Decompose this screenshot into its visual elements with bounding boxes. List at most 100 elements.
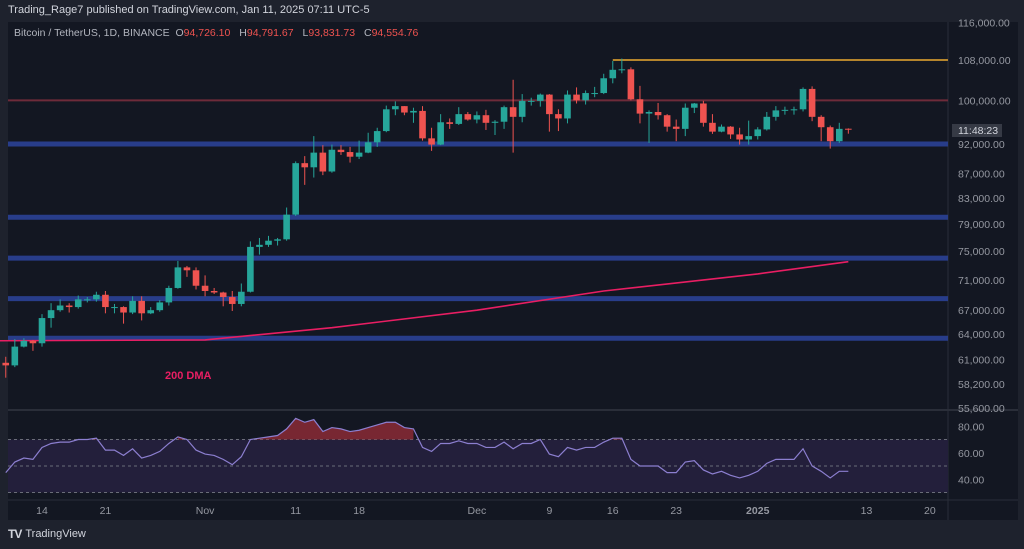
price-tick-label: 58,200.00 <box>958 379 1005 391</box>
candle <box>319 145 327 176</box>
candle <box>138 296 145 321</box>
candle-body <box>219 292 227 298</box>
candle-body <box>591 93 598 95</box>
candle-body <box>618 69 626 71</box>
brand-name: TradingView <box>25 528 86 540</box>
candle <box>183 265 191 277</box>
candle-body <box>84 299 91 301</box>
candle <box>663 114 671 132</box>
price-tick-label: 116,000.00 <box>958 18 1010 30</box>
candle <box>410 107 417 123</box>
candle <box>527 97 535 106</box>
candle-body <box>446 122 453 124</box>
candle <box>238 283 245 307</box>
candle-body <box>410 110 417 113</box>
candle-body <box>781 109 789 111</box>
candle <box>29 339 37 351</box>
candle-body <box>799 88 807 110</box>
candle <box>419 106 426 141</box>
candle-body <box>328 149 336 172</box>
price-tick-label: 61,000.00 <box>958 354 1005 366</box>
candle <box>102 290 109 314</box>
high-label: H <box>239 27 247 39</box>
time-tick-label: 16 <box>607 505 619 517</box>
candle-body <box>437 122 444 145</box>
candle <box>482 109 490 130</box>
candle <box>355 140 363 160</box>
candle-body <box>183 267 191 271</box>
candle <box>210 287 218 295</box>
candle <box>745 120 752 145</box>
candle-body <box>573 94 580 101</box>
tradingview-logo[interactable]: TV <box>8 527 22 541</box>
rsi-overbought-fill <box>250 418 414 440</box>
candle-body <box>38 318 46 344</box>
candle <box>464 111 472 121</box>
price-tick-label: 64,000.00 <box>958 329 1005 341</box>
candle-body <box>772 110 780 117</box>
candle <box>754 127 762 140</box>
candle <box>111 303 118 314</box>
publisher-line: Trading_Rage7 published on TradingView.c… <box>8 4 370 16</box>
candle-body <box>681 107 689 129</box>
candle-body <box>238 291 245 304</box>
candle <box>47 303 55 328</box>
ma-200-label: 200 DMA <box>165 370 212 382</box>
candle <box>718 124 725 133</box>
candle <box>373 127 381 147</box>
candle-body <box>102 294 109 308</box>
footer: TV TradingView <box>8 527 86 541</box>
candle-body <box>247 246 254 292</box>
candle <box>835 122 843 143</box>
candle <box>310 136 318 178</box>
candle <box>247 241 254 293</box>
time-tick-label: 9 <box>546 505 552 517</box>
candle <box>56 299 64 312</box>
candle <box>709 114 716 134</box>
candle-body <box>790 109 798 111</box>
candle <box>265 235 272 247</box>
high-value: 94,791.67 <box>246 27 294 39</box>
candle <box>156 300 164 312</box>
candle-body <box>817 116 825 128</box>
price-tick-label: 75,000.00 <box>958 246 1005 258</box>
candle-body <box>428 138 435 145</box>
candle-body <box>111 307 118 309</box>
candle <box>564 90 571 124</box>
candle <box>346 146 354 163</box>
candle <box>65 303 73 313</box>
candle-body <box>147 310 155 314</box>
candle-body <box>274 239 281 241</box>
time-tick-label: 18 <box>353 505 365 517</box>
candle <box>573 87 580 104</box>
candle <box>437 114 444 146</box>
candle-body <box>228 297 236 304</box>
candle <box>555 109 562 132</box>
candle-body <box>74 299 82 308</box>
candle <box>74 295 82 309</box>
symbol-name: Bitcoin / TetherUS, 1D, BINANCE <box>14 27 170 39</box>
candle-body <box>47 310 55 319</box>
price-tick-label: 108,000.00 <box>958 55 1011 67</box>
time-tick-label: 20 <box>924 505 936 517</box>
candle-body <box>364 142 372 153</box>
candle <box>228 290 236 311</box>
candle <box>817 115 825 142</box>
candle-body <box>826 127 834 142</box>
candle-body <box>482 115 490 123</box>
candle-body <box>582 93 589 101</box>
candle-body <box>11 346 19 366</box>
rsi-tick-label: 80.00 <box>958 421 984 433</box>
time-tick-label: 11 <box>290 505 301 517</box>
candle <box>582 90 589 105</box>
candle-body <box>600 78 608 94</box>
rsi-tick-label: 40.00 <box>958 474 984 486</box>
candle <box>392 101 399 116</box>
candle <box>283 207 290 241</box>
candle <box>364 132 372 154</box>
candle <box>799 87 807 112</box>
candle <box>256 237 263 255</box>
candle-body <box>527 100 535 102</box>
candle-body <box>65 305 73 308</box>
